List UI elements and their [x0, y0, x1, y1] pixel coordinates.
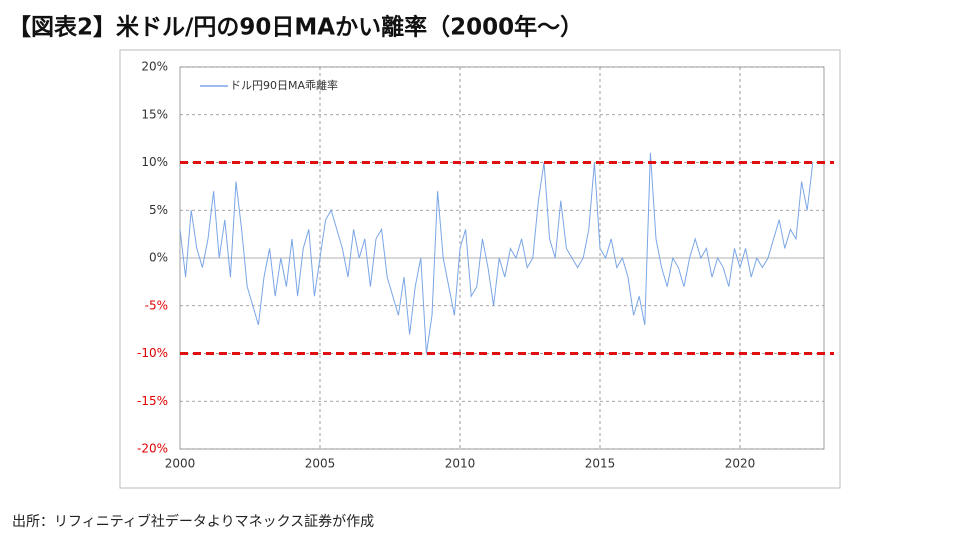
x-tick-label: 2015	[585, 457, 616, 471]
y-tick-label: -10%	[137, 346, 168, 360]
y-tick-label: 0%	[149, 251, 168, 265]
chart-title: 【図表2】米ドル/円の90日MAかい離率（2000年～）	[8, 14, 583, 41]
y-tick-label: -15%	[137, 394, 168, 408]
x-tick-label: 2005	[305, 457, 336, 471]
chart-frame	[119, 49, 841, 489]
y-tick-label: 10%	[141, 155, 168, 169]
y-tick-label: 20%	[141, 60, 168, 74]
x-tick-label: 2010	[445, 457, 476, 471]
y-tick-label: 15%	[141, 107, 168, 121]
source-note: 出所：リフィニティブ社データよりマネックス証券が作成	[12, 513, 374, 530]
y-tick-label: -20%	[137, 442, 168, 456]
plot-area	[179, 66, 825, 450]
y-tick-label: 5%	[149, 203, 168, 217]
legend-label: ドル円90日MA乖離率	[230, 78, 338, 92]
x-tick-label: 2000	[165, 457, 196, 471]
y-tick-label: -5%	[145, 298, 168, 312]
data-line	[179, 152, 814, 354]
x-tick-label: 2020	[725, 457, 756, 471]
